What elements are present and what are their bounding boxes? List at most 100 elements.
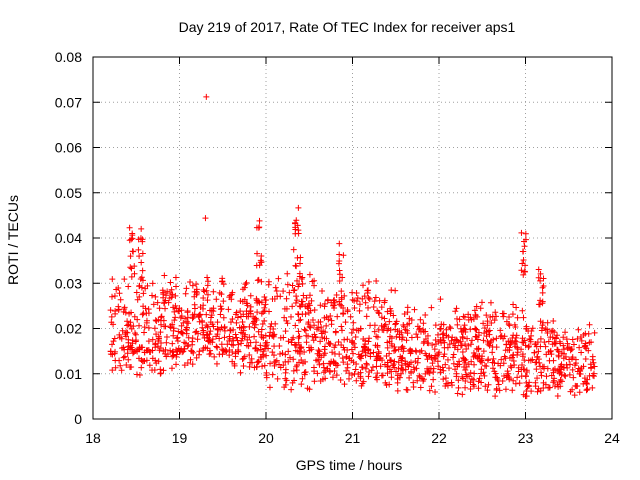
data-point [184,309,191,316]
data-point [334,313,341,320]
data-point [258,299,265,306]
data-point [311,368,318,375]
data-point [339,274,346,281]
data-point [440,376,447,383]
data-point [203,331,210,338]
data-point [585,330,592,337]
data-point [235,348,242,355]
x-axis: 18 19 20 21 22 23 24 [85,57,620,446]
data-point [523,387,530,394]
data-point [377,363,384,370]
data-point [288,386,295,393]
data-point [349,289,356,296]
data-point [514,344,521,351]
data-point [141,324,148,331]
data-point [454,346,461,353]
data-point [210,288,217,295]
data-point [118,367,125,374]
data-point [388,287,395,294]
data-point [162,305,169,312]
data-point [431,356,438,363]
data-point [290,334,297,341]
data-point [533,366,540,373]
data-point [127,322,134,329]
data-point [406,374,413,381]
data-point [373,278,380,284]
data-point [551,383,558,390]
data-point [342,319,349,326]
data-point [369,364,376,371]
data-point [287,313,294,320]
data-point [175,345,182,352]
data-point [230,326,237,333]
data-point [192,329,199,336]
data-point [413,365,420,372]
data-point [385,325,392,332]
data-point [273,357,280,364]
data-point [525,383,532,390]
data-point [297,316,304,323]
data-point [571,362,578,369]
data-point [475,345,482,352]
data-point [206,307,213,314]
data-point [217,311,224,318]
data-point [221,327,228,334]
data-point [110,338,117,345]
data-point [193,354,200,361]
data-point [320,360,327,367]
data-point [109,276,116,283]
data-point [153,360,160,367]
data-point [295,230,302,237]
data-point [170,348,177,355]
data-point [467,385,474,392]
data-point [510,377,517,384]
data-point [168,286,175,293]
data-point [201,334,208,341]
data-point [127,253,134,260]
data-point [430,369,437,376]
data-point [107,351,114,358]
y-tick-label: 0.02 [55,321,82,337]
data-point [402,360,409,367]
data-point [291,287,298,294]
data-point [480,320,487,327]
data-point [462,328,469,335]
data-point [171,308,178,315]
data-point [247,339,254,346]
data-point [404,321,411,328]
data-point [246,363,253,370]
data-point [480,337,487,344]
data-point [402,326,409,333]
data-point [432,355,439,362]
data-point [454,361,461,368]
data-point [111,335,118,342]
data-point [301,371,308,378]
data-point [372,294,379,301]
data-point [285,338,292,345]
data-point [514,314,521,321]
data-point [251,364,258,371]
data-point [469,337,476,344]
data-point [544,326,551,333]
data-point [547,334,554,341]
data-point [510,301,517,308]
data-point [126,364,133,371]
data-point [471,352,478,359]
data-point [265,345,272,352]
data-point [361,344,368,351]
data-point [552,335,559,342]
data-point [232,331,239,338]
data-point [459,333,466,340]
data-point [141,329,148,336]
data-point [237,308,244,315]
data-point [253,316,260,323]
data-point [229,316,236,323]
data-point [134,296,141,303]
data-point [503,341,510,348]
data-point [398,362,405,369]
data-point [450,354,457,361]
data-point [246,334,253,341]
data-point [398,355,405,362]
data-point [520,271,527,278]
y-tick-label: 0.07 [55,94,82,110]
